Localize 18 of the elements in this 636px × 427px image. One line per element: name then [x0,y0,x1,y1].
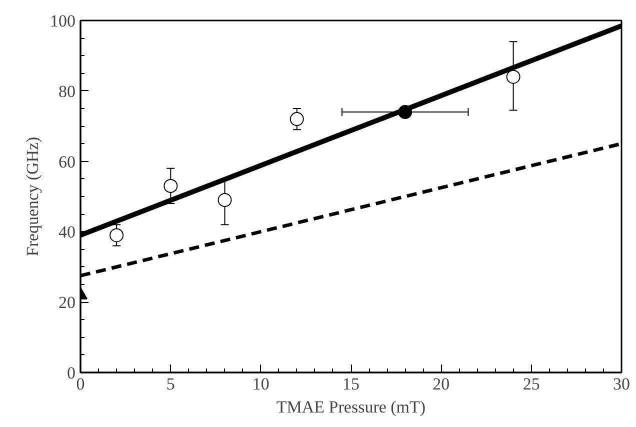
y-tick-label: 40 [58,222,76,242]
y-tick-label: 20 [58,293,76,312]
point [290,112,304,126]
x-tick-label: 30 [613,374,630,394]
point [164,178,178,193]
point [110,228,124,242]
x-axis-title: TMAE Pressure (mT) [276,398,426,416]
y-tick-label: 100 [50,12,76,30]
point [218,193,232,208]
y-axis-title: Frequency (GHz) [23,136,42,256]
x-tick-label: 25 [522,374,540,394]
y-tick-label: 60 [58,152,76,172]
x-tick-label: 10 [252,374,270,394]
point [506,70,520,84]
x-tick-label: 15 [342,374,360,394]
x-tick-label: 5 [166,374,175,394]
y-tick-label: 80 [58,82,76,101]
x-tick-label: 20 [432,374,450,394]
